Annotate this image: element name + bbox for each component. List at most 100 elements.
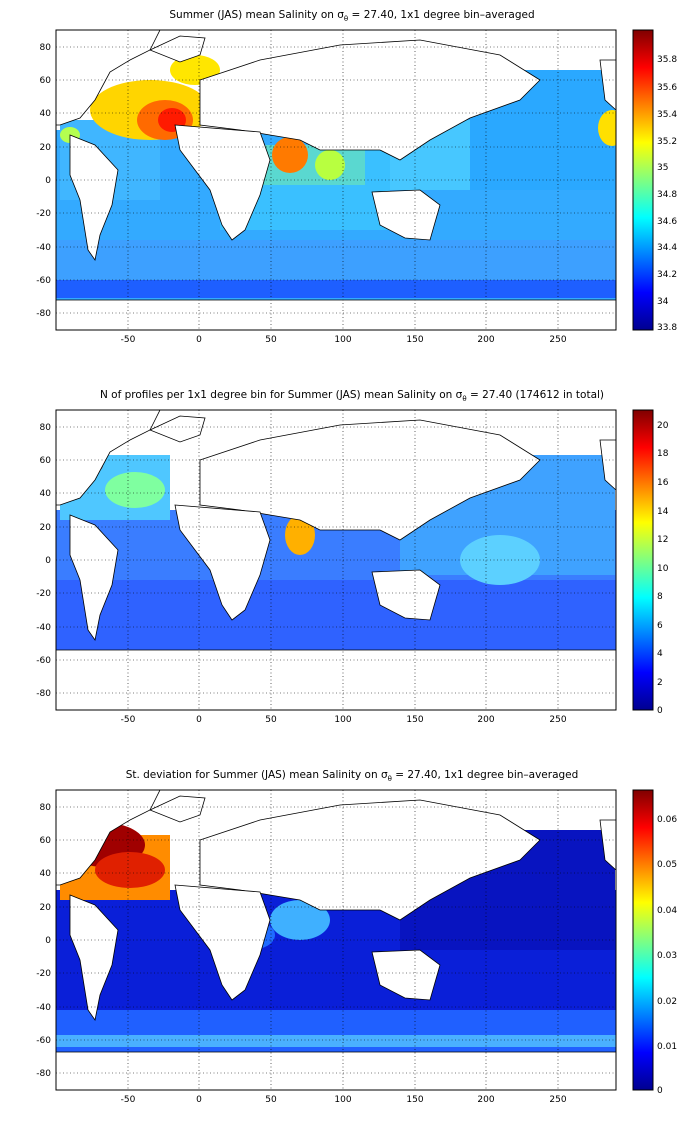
y-tick-label: -20 <box>36 589 51 599</box>
x-tick-label: -50 <box>121 335 136 345</box>
colorbar-tick-label: 35.2 <box>657 137 677 147</box>
colorbar-tick-label: 35.4 <box>657 110 677 120</box>
y-tick-label: 80 <box>40 43 52 53</box>
colorbar-ticks: 20 18 16 14 12 10 8 6 4 2 0 <box>657 421 669 716</box>
x-tick-label: 200 <box>477 335 494 345</box>
y-axis-ticks: 80 60 40 20 0 -20 -40 -60 -80 <box>36 803 51 1079</box>
colorbar-tick-label: 35.6 <box>657 83 677 93</box>
x-axis-ticks: -50 0 50 100 150 200 250 <box>121 335 567 345</box>
colorbar-tick-label: 18 <box>657 449 669 459</box>
colorbar-tick-label: 6 <box>657 621 663 631</box>
profile-count-map-panel: N of profiles per 1x1 degree bin for Sum… <box>0 380 696 760</box>
colorbar-tick-label: 14 <box>657 507 669 517</box>
x-axis-ticks: -50 0 50 100 150 200 250 <box>121 1095 567 1105</box>
x-tick-label: 200 <box>477 715 494 725</box>
colorbar-tick-label: 0.04 <box>657 906 677 916</box>
continents <box>56 410 616 710</box>
x-axis-ticks: -50 0 50 100 150 200 250 <box>121 715 567 725</box>
colorbar <box>632 409 654 711</box>
y-tick-label: 20 <box>40 523 52 533</box>
y-axis-ticks: 80 60 40 20 0 -20 -40 -60 -80 <box>36 423 51 699</box>
y-tick-label: -80 <box>36 689 51 699</box>
map-title: N of profiles per 1x1 degree bin for Sum… <box>100 389 604 403</box>
x-tick-label: -50 <box>121 1095 136 1105</box>
x-tick-label: 0 <box>196 1095 202 1105</box>
y-tick-label: 40 <box>40 869 52 879</box>
colorbar-tick-label: 34.8 <box>657 190 677 200</box>
y-tick-label: -60 <box>36 276 51 286</box>
colorbar-tick-label: 0.02 <box>657 997 677 1007</box>
x-tick-label: 150 <box>406 715 423 725</box>
y-tick-label: -40 <box>36 623 51 633</box>
x-tick-label: 0 <box>196 335 202 345</box>
map-grid <box>56 410 616 710</box>
colorbar-tick-label: 0 <box>657 1086 663 1096</box>
colorbar-tick-label: 34 <box>657 297 669 307</box>
x-tick-label: 250 <box>549 715 566 725</box>
x-tick-label: 150 <box>406 335 423 345</box>
x-tick-label: 100 <box>334 715 351 725</box>
x-tick-label: 200 <box>477 1095 494 1105</box>
y-tick-label: 40 <box>40 109 52 119</box>
map-grid <box>56 790 616 1090</box>
colorbar-tick-label: 8 <box>657 592 663 602</box>
y-tick-label: 60 <box>40 836 52 846</box>
colorbar-tick-label: 0.06 <box>657 815 677 825</box>
map-grid <box>56 30 616 330</box>
colorbar-tick-label: 34.4 <box>657 243 677 253</box>
salinity-map-figure: Summer (JAS) mean Salinity on σθ = 27.40… <box>36 9 677 345</box>
map-frame <box>55 789 617 1091</box>
continents <box>56 790 616 1090</box>
y-tick-label: 60 <box>40 456 52 466</box>
map-title: Summer (JAS) mean Salinity on σθ = 27.40… <box>169 9 534 23</box>
colorbar-tick-label: 20 <box>657 421 669 431</box>
y-tick-label: -60 <box>36 656 51 666</box>
colorbar-tick-label: 34.2 <box>657 270 677 280</box>
colorbar-tick-label: 0.01 <box>657 1042 677 1052</box>
y-tick-label: 20 <box>40 143 52 153</box>
x-tick-label: 100 <box>334 1095 351 1105</box>
y-tick-label: 60 <box>40 76 52 86</box>
colorbar-tick-label: 2 <box>657 678 663 688</box>
colorbar-ticks: 0.06 0.05 0.04 0.03 0.02 0.01 0 <box>657 815 677 1096</box>
colorbar-tick-label: 33.8 <box>657 323 677 333</box>
colorbar-tick-label: 12 <box>657 535 668 545</box>
y-tick-label: -80 <box>36 309 51 319</box>
colorbar-tick-label: 35 <box>657 163 668 173</box>
x-tick-label: 150 <box>406 1095 423 1105</box>
x-tick-label: 0 <box>196 715 202 725</box>
y-tick-label: 0 <box>45 556 51 566</box>
y-tick-label: 0 <box>45 176 51 186</box>
x-tick-label: 50 <box>265 1095 277 1105</box>
std-deviation-map-panel: St. deviation for Summer (JAS) mean Sali… <box>0 760 696 1140</box>
colorbar <box>632 29 654 331</box>
colorbar-tick-label: 4 <box>657 649 663 659</box>
map-title: St. deviation for Summer (JAS) mean Sali… <box>126 769 579 783</box>
colorbar-tick-label: 0.05 <box>657 860 677 870</box>
colorbar-tick-label: 34.6 <box>657 217 677 227</box>
y-tick-label: 40 <box>40 489 52 499</box>
y-tick-label: 80 <box>40 423 52 433</box>
y-axis-ticks: 80 60 40 20 0 -20 -40 -60 -80 <box>36 43 51 319</box>
y-tick-label: -20 <box>36 209 51 219</box>
colorbar <box>632 789 654 1091</box>
map-frame <box>55 409 617 711</box>
y-tick-label: -40 <box>36 1003 51 1013</box>
salinity-map-panel: Summer (JAS) mean Salinity on σθ = 27.40… <box>0 0 696 380</box>
profile-count-map-figure: N of profiles per 1x1 degree bin for Sum… <box>36 389 669 725</box>
x-tick-label: 250 <box>549 335 566 345</box>
x-tick-label: -50 <box>121 715 136 725</box>
x-tick-label: 50 <box>265 715 277 725</box>
colorbar-ticks: 35.8 35.6 35.4 35.2 35 34.8 34.6 34.4 34… <box>657 55 677 333</box>
y-tick-label: -20 <box>36 969 51 979</box>
y-tick-label: 80 <box>40 803 52 813</box>
x-tick-label: 250 <box>549 1095 566 1105</box>
continents <box>56 30 616 330</box>
colorbar-tick-label: 10 <box>657 564 669 574</box>
std-deviation-map-figure: St. deviation for Summer (JAS) mean Sali… <box>36 769 677 1105</box>
colorbar-tick-label: 35.8 <box>657 55 677 65</box>
y-tick-label: 0 <box>45 936 51 946</box>
colorbar-tick-label: 16 <box>657 478 669 488</box>
x-tick-label: 50 <box>265 335 277 345</box>
colorbar-tick-label: 0 <box>657 706 663 716</box>
